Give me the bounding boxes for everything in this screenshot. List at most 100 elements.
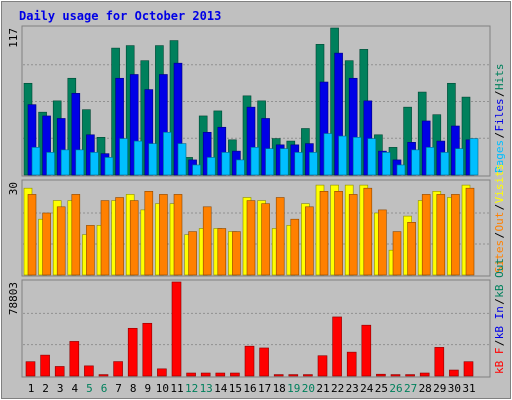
bar-pages-day-5	[90, 152, 99, 176]
bar-kb-f-day-15	[230, 372, 240, 377]
bar-kb-f-day-6	[98, 374, 109, 377]
bar-kb-f-day-23	[346, 351, 357, 377]
bar-sites-day-25	[378, 209, 387, 276]
legend-hits: Hits	[493, 64, 506, 91]
bar-kb-f-day-29	[434, 347, 445, 377]
day-label-11: 11	[170, 382, 183, 395]
bar-sites-day-24	[363, 187, 373, 276]
bar-kb-f-day-2	[40, 354, 50, 377]
bar-kb-f-day-10	[157, 368, 167, 377]
bar-pages-day-19	[294, 152, 304, 176]
day-label-24: 24	[360, 382, 374, 395]
bar-pages-day-16	[250, 147, 260, 176]
day-label-6: 6	[101, 382, 108, 395]
bar-sites-day-3	[56, 206, 66, 276]
day-label-3: 3	[57, 382, 64, 395]
legend-separator: /	[493, 298, 506, 305]
bar-sites-day-19	[290, 218, 300, 276]
day-label-13: 13	[200, 382, 213, 395]
day-label-1: 1	[28, 382, 35, 395]
bar-kb-f-day-8	[127, 327, 138, 377]
bar-sites-day-31	[465, 187, 475, 276]
bar-pages-day-29	[440, 152, 450, 176]
bar-pages-day-17	[265, 148, 274, 176]
day-label-19: 19	[287, 382, 300, 395]
legend-separator: /	[493, 204, 506, 211]
bar-sites-day-18	[275, 197, 285, 276]
bar-sites-day-10	[159, 194, 168, 276]
day-label-31: 31	[462, 382, 475, 395]
bar-pages-day-25	[382, 152, 391, 176]
bar-sites-day-9	[144, 191, 154, 276]
bar-kb-f-day-5	[84, 365, 94, 377]
bar-sites-day-26	[392, 231, 402, 276]
bar-pages-day-4	[75, 149, 85, 176]
bar-pages-day-24	[367, 138, 377, 176]
legend-separator: /	[493, 132, 506, 139]
bar-pages-day-30	[455, 148, 464, 176]
bar-kb-f-day-18	[273, 374, 284, 377]
day-label-15: 15	[229, 382, 242, 395]
bar-pages-day-23	[352, 137, 362, 176]
bar-sites-day-11	[173, 194, 183, 276]
day-label-30: 30	[448, 382, 461, 395]
bar-pages-day-26	[396, 164, 406, 176]
day-label-23: 23	[346, 382, 359, 395]
bar-sites-day-1	[27, 194, 37, 276]
bar-pages-day-6	[104, 157, 114, 176]
bar-kb-f-day-31	[463, 361, 474, 377]
legend-files: Files	[493, 98, 506, 131]
bar-sites-day-4	[71, 194, 81, 276]
bar-kb-f-day-9	[142, 322, 153, 377]
bar-pages-day-11	[177, 143, 187, 176]
legend-sites: Sites	[493, 240, 506, 273]
bar-sites-day-22	[334, 191, 343, 276]
day-label-25: 25	[375, 382, 388, 395]
bar-kb-f-day-14	[215, 372, 226, 377]
day-label-9: 9	[144, 382, 151, 395]
y-max-label-hits: 117	[7, 28, 20, 48]
panel-kbytes-bg	[21, 279, 491, 378]
bar-kb-f-day-20	[303, 374, 313, 377]
chart-title: Daily usage for October 2013	[19, 9, 221, 23]
bar-kb-f-day-19	[288, 374, 299, 377]
bar-sites-day-15	[232, 231, 241, 276]
bar-sites-day-8	[129, 200, 139, 276]
bar-pages-day-28	[425, 147, 435, 176]
bar-kb-f-day-12	[186, 372, 196, 377]
day-label-8: 8	[130, 382, 137, 395]
day-label-20: 20	[302, 382, 315, 395]
legend-out: Out	[493, 212, 506, 232]
bar-sites-day-20	[305, 206, 314, 276]
bar-kb-f-day-21	[317, 355, 328, 377]
day-label-18: 18	[273, 382, 286, 395]
bar-sites-day-17	[261, 203, 270, 276]
bar-sites-day-5	[86, 225, 95, 276]
bar-sites-day-29	[436, 194, 446, 276]
day-label-5: 5	[86, 382, 93, 395]
bar-pages-day-12	[192, 164, 201, 176]
day-label-17: 17	[258, 382, 271, 395]
bar-kb-f-day-4	[69, 341, 80, 377]
bar-kb-f-day-1	[25, 361, 36, 377]
day-label-4: 4	[71, 382, 78, 395]
bars	[23, 27, 479, 377]
bar-kb-f-day-11	[171, 281, 182, 377]
bar-kb-f-day-27	[405, 374, 415, 377]
bar-pages-day-10	[163, 131, 172, 176]
bar-sites-day-7	[115, 197, 124, 276]
bar-pages-day-18	[279, 148, 289, 176]
bar-kb-f-day-17	[259, 347, 269, 377]
bar-sites-day-28	[421, 194, 431, 276]
bar-pages-day-20	[309, 152, 318, 176]
legend-kb-f: kB F	[493, 348, 506, 375]
bar-kb-f-day-26	[390, 374, 401, 377]
bar-pages-day-3	[60, 149, 70, 176]
legend-kb-in: kB In	[493, 306, 506, 339]
bar-kb-f-day-16	[244, 345, 255, 377]
day-label-21: 21	[316, 382, 329, 395]
y-max-label-visits: 30	[7, 182, 20, 195]
bar-kb-f-day-25	[376, 373, 386, 377]
